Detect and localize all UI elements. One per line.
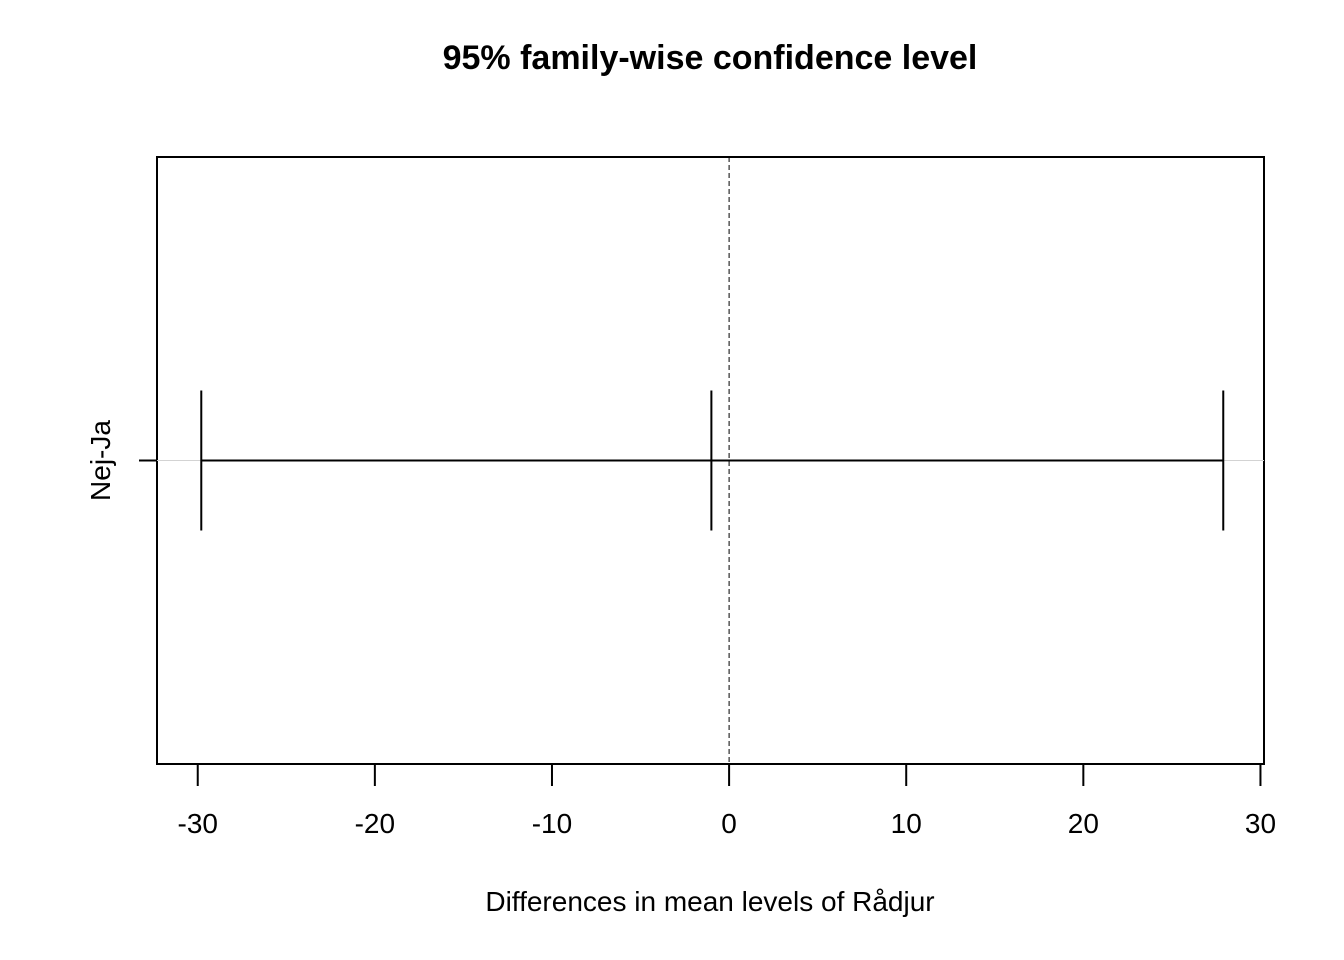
chart-title: 95% family-wise confidence level — [443, 39, 978, 77]
x-axis: -30 -20 -10 0 10 20 30 — [178, 763, 1276, 839]
x-tick-label: 30 — [1245, 808, 1276, 839]
y-tick-label: Nej-Ja — [85, 420, 116, 501]
x-tick-label: -30 — [178, 808, 218, 839]
x-tick-label: -20 — [355, 808, 395, 839]
x-tick-label: 20 — [1068, 808, 1099, 839]
y-axis: Nej-Ja — [85, 420, 157, 501]
x-axis-label: Differences in mean levels of Rådjur — [485, 886, 934, 917]
x-tick-label: -10 — [532, 808, 572, 839]
x-tick-label: 0 — [721, 808, 737, 839]
x-tick-label: 10 — [891, 808, 922, 839]
confidence-intervals — [157, 390, 1264, 531]
